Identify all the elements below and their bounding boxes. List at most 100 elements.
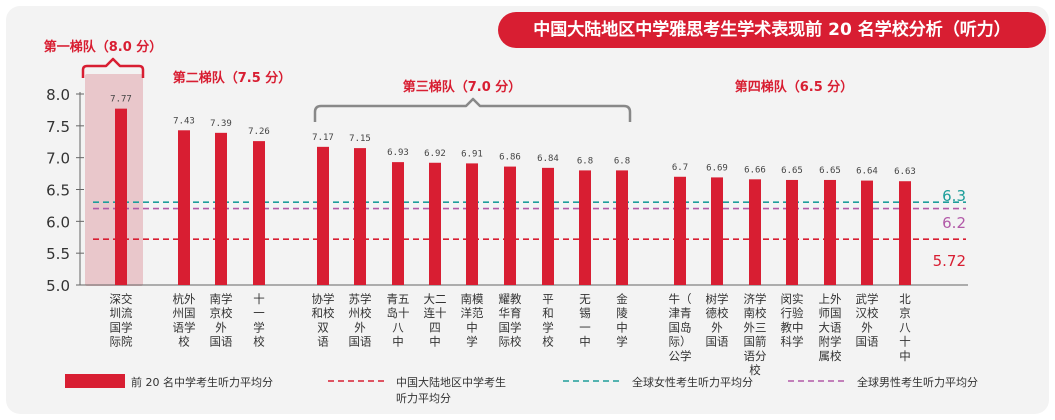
x-category-label: 语学 (173, 320, 196, 334)
bar-value-label: 6.93 (387, 148, 409, 158)
x-category-label: 国岛 (669, 320, 692, 334)
x-category-label: 中 (579, 335, 591, 349)
x-category-label: 京校 (210, 306, 233, 320)
x-category-label: 一 (253, 306, 265, 320)
x-category-label: 属校 (819, 349, 842, 363)
x-category-label: 南校 (744, 306, 767, 320)
x-category-label: 学 (616, 335, 628, 349)
bar (504, 166, 516, 285)
x-category-label: 武学 (856, 292, 879, 306)
bar (786, 179, 798, 285)
x-category-label: 校 (542, 335, 554, 349)
x-category-label: 外 (215, 320, 227, 334)
x-category-label: 树学 (706, 292, 729, 306)
x-category-label: 中 (466, 320, 478, 334)
x-category-label: 平 (542, 292, 554, 306)
chart-title: 中国大陆地区中学雅思考生学术表现前 20 名学校分析（听力） (498, 12, 1046, 48)
bar-value-label: 6.8 (614, 156, 630, 166)
y-tick-label: 8.0 (46, 86, 70, 104)
x-category-label: 中 (899, 349, 911, 363)
bar (253, 141, 265, 285)
x-category-label: 京 (899, 306, 911, 320)
x-category-label: 校 (253, 335, 265, 349)
x-category-label: 陵 (616, 306, 628, 320)
y-tick-label: 5.0 (46, 277, 70, 295)
tier-label: 第一梯队（8.0 分） (44, 39, 163, 55)
y-tick-label: 5.5 (46, 245, 70, 263)
x-category-label: 汉校 (856, 306, 879, 320)
x-category-label: 国语 (706, 335, 729, 349)
bar-value-label: 7.39 (210, 119, 232, 129)
x-category-label: 外 (861, 320, 873, 334)
x-category-label: 大语 (819, 320, 842, 334)
x-category-label: 科学 (781, 335, 804, 349)
x-category-label: 上外 (819, 292, 842, 306)
bar-value-label: 7.15 (349, 134, 371, 144)
bar (115, 108, 127, 285)
bar (392, 162, 404, 285)
x-category-label: 行验 (781, 306, 804, 320)
bar-value-label: 6.86 (499, 153, 521, 163)
bar-value-label: 7.43 (173, 116, 195, 126)
reference-label-female: 6.3 (942, 187, 966, 205)
x-category-label: 师国 (819, 306, 842, 320)
x-category-label: 中 (392, 335, 404, 349)
x-category-label: 德校 (706, 306, 729, 320)
x-category-label: 和 (542, 306, 554, 320)
legend-swatch-bar (65, 374, 125, 388)
tier-label: 第四梯队（6.5 分） (735, 79, 854, 95)
bar-value-label: 6.65 (819, 166, 841, 176)
reference-label-male: 6.2 (942, 214, 966, 232)
x-category-label: 北 (899, 292, 911, 306)
reference-label-china: 5.72 (933, 252, 966, 270)
x-category-label: 杭外 (173, 292, 196, 306)
bar (178, 130, 190, 285)
x-category-label: 十 (899, 335, 911, 349)
x-category-label: 一 (579, 320, 591, 334)
x-category-label: 州国 (173, 306, 196, 320)
x-category-label: 八 (899, 320, 911, 334)
x-category-label: 外 (711, 320, 723, 334)
x-category-label: 际校 (499, 335, 522, 349)
bar (215, 132, 227, 285)
bar (674, 176, 686, 285)
bar (749, 179, 761, 285)
x-category-label: 外三 (744, 320, 767, 334)
tier-label: 第三梯队（7.0 分） (403, 79, 522, 95)
x-category-label: 和校 (312, 306, 335, 320)
x-category-label: 十 (253, 292, 265, 306)
x-category-label: 中 (429, 335, 441, 349)
x-category-label: 际院 (110, 335, 133, 349)
x-category-label: 金 (616, 292, 628, 306)
bar-value-label: 6.65 (781, 166, 803, 176)
x-category-label: 校 (749, 363, 761, 377)
bar (824, 179, 836, 285)
bar (899, 181, 911, 285)
x-category-label: 青五 (387, 292, 410, 306)
bar-value-label: 7.77 (110, 95, 132, 105)
bar-value-label: 6.7 (672, 163, 688, 173)
legend-label: 前 20 名中学考生听力平均分 (131, 375, 273, 389)
bar-value-label: 6.69 (706, 163, 728, 173)
bar (616, 170, 628, 285)
bar-value-label: 6.63 (894, 167, 916, 177)
bar-value-label: 6.8 (577, 156, 593, 166)
legend-label: 中国大陆地区中学考生 (396, 375, 506, 389)
x-category-label: 苏学 (349, 292, 372, 306)
x-category-label: 连十 (424, 306, 447, 320)
x-category-label: 学 (253, 320, 265, 334)
bar-value-label: 7.26 (248, 127, 270, 137)
x-category-label: 国箭 (744, 335, 767, 349)
y-tick-label: 6.5 (46, 182, 70, 200)
x-category-label: 津青 (669, 306, 692, 320)
bar (711, 177, 723, 285)
x-category-label: 圳流 (110, 306, 133, 320)
x-category-label: 四 (429, 320, 441, 334)
x-category-label: 岛十 (387, 306, 410, 320)
bar (466, 163, 478, 285)
x-category-label: 牛（ (669, 292, 692, 306)
x-category-label: 学 (466, 335, 478, 349)
bar-value-label: 6.92 (424, 149, 446, 159)
legend-label: 听力平均分 (396, 392, 451, 405)
legend-label: 全球男性考生听力平均分 (857, 375, 978, 389)
